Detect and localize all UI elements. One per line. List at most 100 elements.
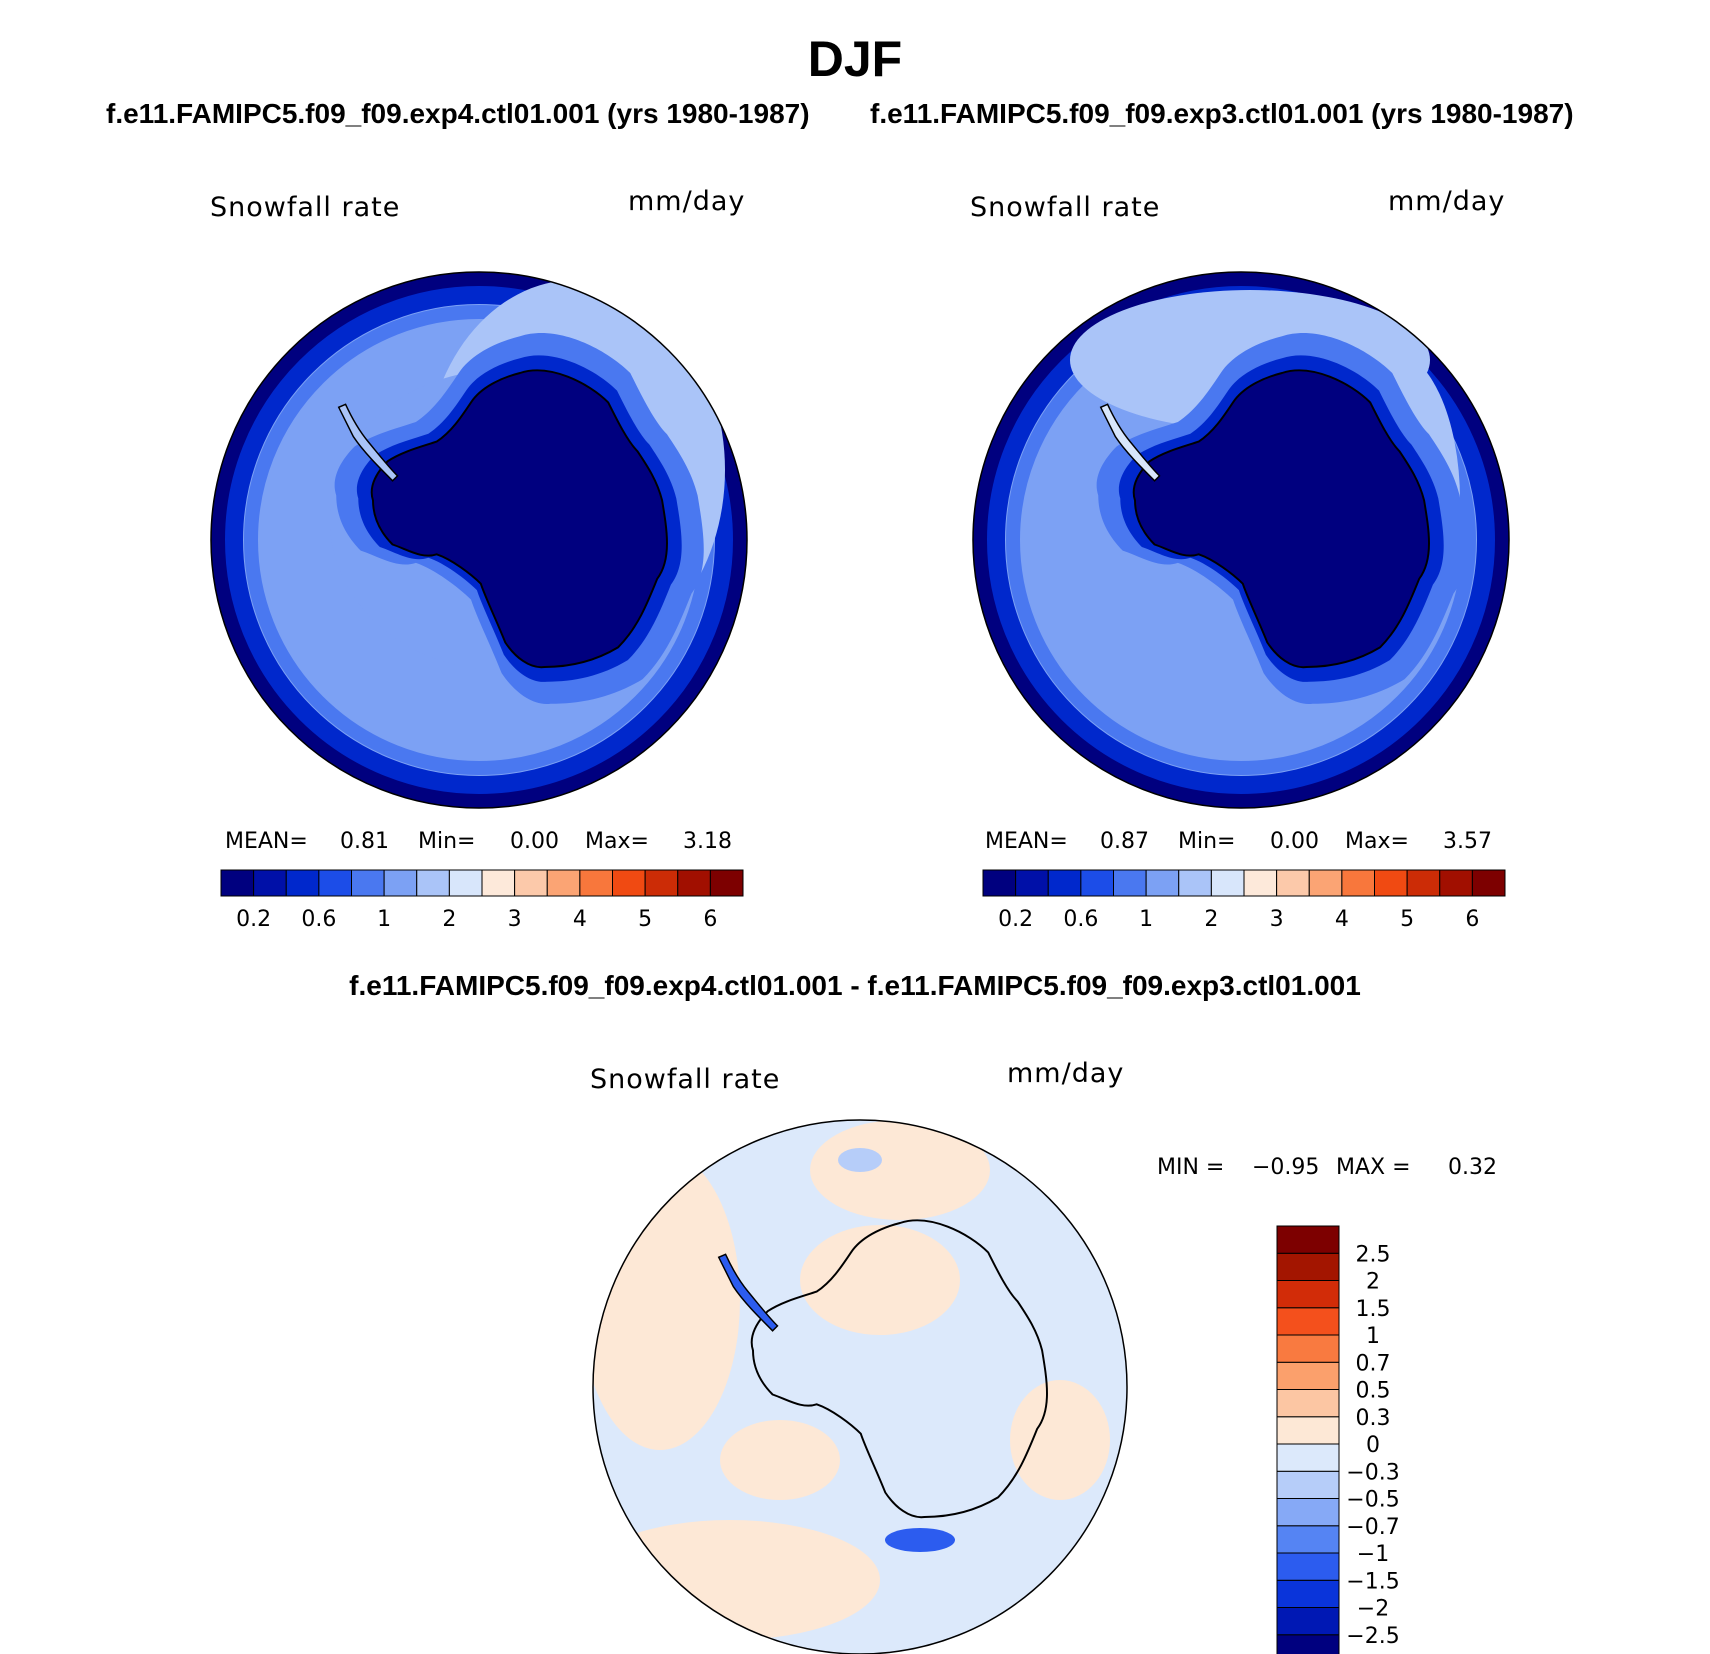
colorbar-swatch: [1276, 869, 1310, 897]
panel1-colorbar: 0.2 0.6 1 2 3 4 5 6: [220, 869, 744, 932]
colorbar-swatch: [1276, 1525, 1340, 1554]
colorbar-swatch: [285, 869, 320, 897]
colorbar-tick-label: 2.5: [1356, 1242, 1391, 1267]
colorbar-tick-label: 5: [1400, 907, 1414, 932]
panel2-variable: Snowfall rate: [970, 192, 1161, 223]
panel2-units: mm/day: [1388, 186, 1506, 217]
panel1-min-label: Min=: [418, 829, 476, 854]
panel1-min: 0.00: [510, 829, 559, 854]
colorbar-swatch: [1276, 1579, 1340, 1608]
panel3-variable: Snowfall rate: [590, 1064, 781, 1095]
panel3-boundary: [592, 1119, 1128, 1654]
colorbar-swatch: [1276, 1552, 1340, 1581]
colorbar-tick-label: 5: [638, 907, 652, 932]
panel1-variable: Snowfall rate: [210, 192, 401, 223]
plot-title: DJF: [807, 31, 903, 87]
colorbar-swatch: [644, 869, 679, 897]
colorbar-tick-label: −0.7: [1346, 1515, 1399, 1540]
colorbar-tick-label: −1: [1357, 1542, 1389, 1567]
colorbar-swatch: [1047, 869, 1082, 897]
colorbar-swatch: [1243, 869, 1278, 897]
panel1-max: 3.18: [683, 829, 732, 854]
colorbar-tick-label: 2: [442, 907, 456, 932]
colorbar-tick-label: 0.7: [1356, 1351, 1391, 1376]
colorbar-swatch: [220, 869, 255, 897]
colorbar-swatch: [1276, 1307, 1340, 1336]
colorbar-tick-label: 0.3: [1356, 1406, 1391, 1431]
colorbar-tick-label: 0.5: [1356, 1379, 1391, 1404]
colorbar-swatch: [253, 869, 287, 897]
colorbar-swatch: [1276, 1361, 1340, 1390]
panel1-map: [211, 272, 747, 808]
panel2-max: 3.57: [1443, 829, 1492, 854]
colorbar-swatch: [1113, 869, 1147, 897]
panel2-min: 0.00: [1270, 829, 1319, 854]
panel3-map: [593, 1120, 1127, 1654]
panel1-mean: 0.81: [340, 829, 389, 854]
colorbar-tick-label: 0.2: [236, 907, 271, 932]
colorbar-swatch: [1145, 869, 1180, 897]
colorbar-swatch: [481, 869, 516, 897]
colorbar-swatch: [1276, 1498, 1340, 1527]
colorbar-swatch: [1080, 869, 1114, 897]
colorbar-swatch: [1276, 1252, 1340, 1281]
colorbar-swatch: [1276, 1389, 1340, 1418]
panel3-colorbar: −2.5−2 −1.5−1−0.7−0.5 −0.300.30.5 0.711.52 2…: [1276, 1225, 1400, 1654]
colorbar-swatch: [1276, 1280, 1340, 1309]
colorbar-swatch: [1210, 869, 1245, 897]
colorbar-swatch: [612, 869, 646, 897]
colorbar-swatch: [1341, 869, 1375, 897]
colorbar-tick-label: 6: [703, 907, 717, 932]
panel2-boundary: [972, 271, 1510, 809]
colorbar-swatch: [1276, 1634, 1340, 1654]
colorbar-tick-label: 1.5: [1356, 1297, 1391, 1322]
colorbar-tick-label: 1: [377, 907, 391, 932]
case2-title: f.e11.FAMIPC5.f09_f09.exp3.ctl01.001 (yr…: [870, 98, 1574, 129]
panel3-min-label: MIN =: [1157, 1155, 1225, 1180]
colorbar-swatch: [351, 869, 385, 897]
colorbar-swatch: [677, 869, 711, 897]
panel3-max-label: MAX =: [1336, 1155, 1411, 1180]
colorbar-swatch: [546, 869, 581, 897]
colorbar-swatch: [1276, 1443, 1340, 1472]
colorbar-tick-label: 2: [1204, 907, 1218, 932]
colorbar-swatch: [1276, 1607, 1340, 1636]
colorbar-tick-label: 0: [1366, 1433, 1380, 1458]
colorbar-tick-label: 0.6: [301, 907, 336, 932]
colorbar-tick-label: 1: [1366, 1324, 1380, 1349]
colorbar-tick-label: 4: [1335, 907, 1349, 932]
colorbar-tick-label: 1: [1139, 907, 1153, 932]
colorbar-swatch: [1276, 1416, 1340, 1445]
colorbar-swatch: [1374, 869, 1408, 897]
colorbar-swatch: [1439, 869, 1473, 897]
panel2-max-label: Max=: [1345, 829, 1409, 854]
colorbar-swatch: [579, 869, 613, 897]
colorbar-swatch: [1015, 869, 1049, 897]
panel3-units: mm/day: [1007, 1058, 1125, 1089]
panel3-max: 0.32: [1448, 1155, 1497, 1180]
colorbar-tick-label: 6: [1465, 907, 1479, 932]
panel1-mean-label: MEAN=: [225, 829, 308, 854]
panel1-max-label: Max=: [585, 829, 649, 854]
colorbar-tick-label: 4: [573, 907, 587, 932]
colorbar-tick-label: 2: [1366, 1270, 1380, 1295]
colorbar-swatch: [318, 869, 352, 897]
colorbar-swatch: [383, 869, 418, 897]
colorbar-swatch: [982, 869, 1017, 897]
colorbar-swatch: [1471, 869, 1506, 897]
panel2-mean-label: MEAN=: [985, 829, 1068, 854]
colorbar-tick-label: −0.3: [1346, 1460, 1399, 1485]
diff-title: f.e11.FAMIPC5.f09_f09.exp4.ctl01.001 - f…: [349, 970, 1361, 1001]
colorbar-swatch: [1308, 869, 1343, 897]
colorbar-tick-label: −0.5: [1346, 1488, 1399, 1513]
panel2-min-label: Min=: [1178, 829, 1236, 854]
colorbar-swatch: [448, 869, 483, 897]
case1-title: f.e11.FAMIPC5.f09_f09.exp4.ctl01.001 (yr…: [106, 98, 810, 129]
colorbar-swatch: [1178, 869, 1212, 897]
colorbar-tick-label: 3: [508, 907, 522, 932]
colorbar-swatch: [416, 869, 450, 897]
colorbar-swatch: [1406, 869, 1441, 897]
panel2-map: [973, 272, 1509, 808]
colorbar-tick-label: −2: [1357, 1597, 1389, 1622]
